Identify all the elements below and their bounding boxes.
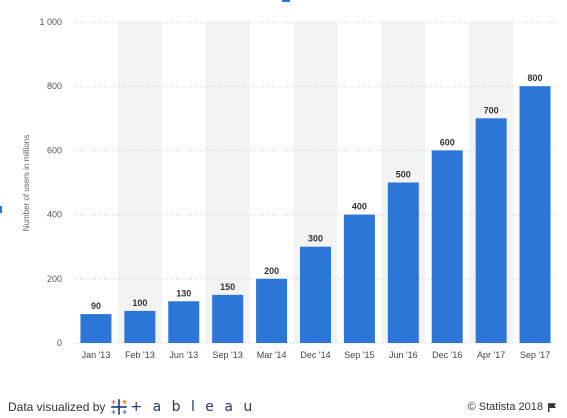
tableau-wordmark: + a b l e a u <box>130 399 256 415</box>
y-tick-label: 1 000 <box>39 17 62 27</box>
x-tick-label: Apr '17 <box>477 350 505 360</box>
x-tick-label: Sep '17 <box>520 350 550 360</box>
y-tick-label: 800 <box>47 81 62 91</box>
x-tick-label: Sep '13 <box>213 350 243 360</box>
bar <box>343 214 375 343</box>
bar <box>256 278 288 343</box>
x-tick-label: Sep '15 <box>344 350 374 360</box>
x-tick-label: Dec '14 <box>300 350 330 360</box>
y-tick-label: 0 <box>57 338 62 348</box>
statista-credit[interactable]: © Statista 2018 <box>468 398 557 416</box>
bar-value-label: 300 <box>308 234 323 244</box>
tableau-cross-logo-icon <box>111 399 128 415</box>
tableau-credit[interactable]: Data visualized by <box>8 398 255 416</box>
bar <box>300 246 331 343</box>
x-tick-label: Jun '13 <box>169 350 198 360</box>
x-tick-label: Jan '13 <box>82 350 111 360</box>
copyright-text: © Statista 2018 <box>467 401 543 413</box>
x-tick-label: Jun '16 <box>389 350 418 360</box>
bars <box>80 86 551 343</box>
y-axis-label: Number of users in millions <box>22 135 31 231</box>
value-labels: 90 100 130 150 200 300 400 500 600 700 800 <box>91 73 543 311</box>
top-accent-mark <box>282 0 290 2</box>
bar <box>212 294 244 343</box>
y-tick-label: 600 <box>47 145 62 155</box>
tableau-logo: + a b l e a u <box>110 398 255 416</box>
bar-value-label: 600 <box>440 137 455 147</box>
left-accent-mark <box>0 206 2 213</box>
bar <box>124 310 156 343</box>
y-tick-label: 400 <box>47 210 62 220</box>
bar-value-label: 800 <box>528 73 543 83</box>
y-axis-ticks: 0 200 400 600 800 1 000 <box>39 17 62 348</box>
bar <box>168 301 200 343</box>
bar <box>80 314 112 343</box>
bar-value-label: 400 <box>352 202 367 212</box>
flag-icon <box>548 403 556 412</box>
bar <box>519 86 551 343</box>
x-tick-label: Feb '13 <box>125 350 155 360</box>
bar <box>431 150 463 343</box>
bar-value-label: 100 <box>132 298 147 308</box>
bar-value-label: 90 <box>91 301 101 311</box>
background-band <box>117 22 162 343</box>
bar <box>387 182 419 343</box>
credit-prefix: Data visualized by <box>8 400 106 414</box>
x-axis-ticks: Jan '13 Feb '13 Jun '13 Sep '13 Mar '14 Dec '… <box>82 350 551 360</box>
bar-value-label: 700 <box>484 105 499 115</box>
bar-value-label: 500 <box>396 170 411 180</box>
bar-value-label: 150 <box>220 282 235 292</box>
y-tick-label: 200 <box>47 274 62 284</box>
bar-value-label: 200 <box>264 266 279 276</box>
bar-value-label: 130 <box>176 288 191 298</box>
x-tick-label: Dec '16 <box>432 350 462 360</box>
bar-chart: 0 200 400 600 800 1 000 90 100 130 150 200 300 400 5… <box>22 17 557 360</box>
x-tick-label: Mar '14 <box>257 350 287 360</box>
bar <box>475 118 507 343</box>
background-band <box>205 22 250 343</box>
